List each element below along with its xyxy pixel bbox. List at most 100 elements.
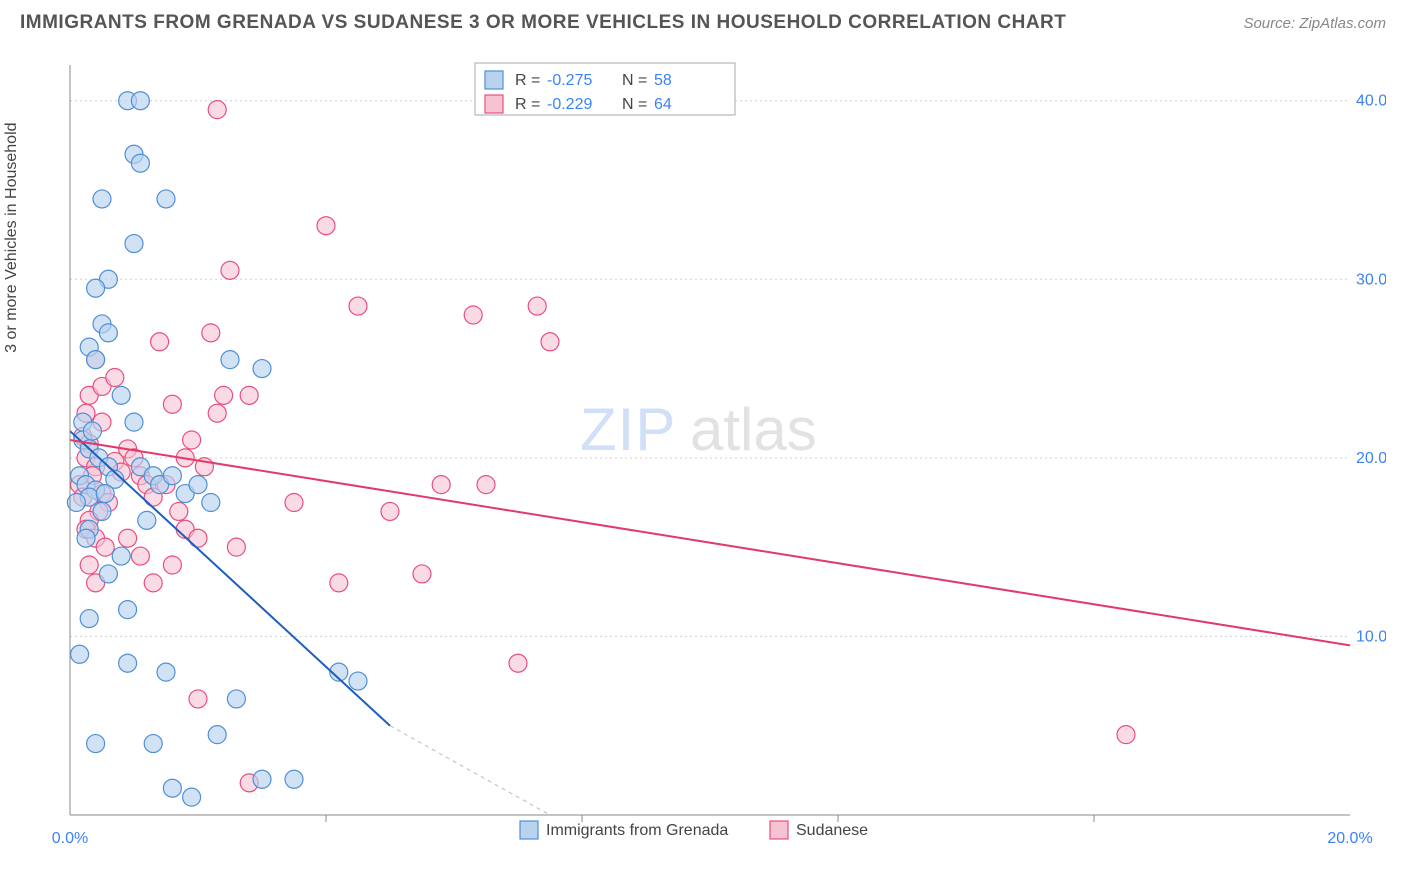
series-b-point xyxy=(119,529,137,547)
series-a-point xyxy=(131,154,149,172)
legend-r-value: -0.229 xyxy=(547,96,592,113)
x-tick-label: 0.0% xyxy=(52,830,88,847)
series-b-point xyxy=(189,529,207,547)
series-a-point xyxy=(93,190,111,208)
series-b-point xyxy=(189,690,207,708)
legend-n-value: 58 xyxy=(654,72,672,89)
legend-r-label: R = xyxy=(515,96,540,113)
trend-line-b xyxy=(70,440,1350,645)
chart-header: IMMIGRANTS FROM GRENADA VS SUDANESE 3 OR… xyxy=(0,0,1406,42)
series-b-point xyxy=(80,556,98,574)
series-b-point xyxy=(221,261,239,279)
series-b-point xyxy=(381,502,399,520)
series-a-point xyxy=(221,351,239,369)
series-b-point xyxy=(1117,726,1135,744)
series-a-point xyxy=(125,235,143,253)
series-a-point xyxy=(285,770,303,788)
legend-n-value: 64 xyxy=(654,96,672,113)
series-b-point xyxy=(215,386,233,404)
x-tick-label: 20.0% xyxy=(1327,830,1372,847)
bottom-legend-swatch xyxy=(770,821,788,839)
legend-r-label: R = xyxy=(515,72,540,89)
y-axis-label: 3 or more Vehicles in Household xyxy=(3,122,21,352)
series-b-point xyxy=(413,565,431,583)
series-b-point xyxy=(541,333,559,351)
series-a-point xyxy=(119,654,137,672)
series-b-point xyxy=(106,369,124,387)
chart-source: Source: ZipAtlas.com xyxy=(1243,15,1386,32)
series-a-point xyxy=(87,735,105,753)
legend-r-value: -0.275 xyxy=(547,72,592,89)
series-b-point xyxy=(202,324,220,342)
series-a-point xyxy=(163,467,181,485)
legend-swatch xyxy=(485,95,503,113)
series-b-point xyxy=(509,654,527,672)
series-b-point xyxy=(240,386,258,404)
y-tick-label: 30.0% xyxy=(1356,271,1386,288)
series-b-point xyxy=(151,333,169,351)
legend-swatch xyxy=(485,71,503,89)
series-a-point xyxy=(131,92,149,110)
series-a-point xyxy=(80,610,98,628)
series-b-point xyxy=(317,217,335,235)
series-b-point xyxy=(144,574,162,592)
series-b-point xyxy=(528,297,546,315)
series-a-point xyxy=(87,279,105,297)
series-a-point xyxy=(253,360,271,378)
bottom-legend-swatch xyxy=(520,821,538,839)
series-b-point xyxy=(96,538,114,556)
series-a-point xyxy=(208,726,226,744)
series-b-point xyxy=(183,431,201,449)
series-a-point xyxy=(144,735,162,753)
series-a-point xyxy=(96,485,114,503)
series-b-point xyxy=(170,502,188,520)
series-b-point xyxy=(163,395,181,413)
series-a-point xyxy=(253,770,271,788)
series-a-point xyxy=(112,386,130,404)
series-a-point xyxy=(138,511,156,529)
bottom-legend-label: Sudanese xyxy=(796,822,868,839)
series-a-point xyxy=(87,351,105,369)
chart-container: 3 or more Vehicles in Household 10.0%20.… xyxy=(20,45,1386,872)
series-b-point xyxy=(432,476,450,494)
series-b-point xyxy=(131,547,149,565)
series-a-point xyxy=(202,494,220,512)
series-a-point xyxy=(157,663,175,681)
series-b-point xyxy=(208,404,226,422)
series-a-point xyxy=(83,422,101,440)
series-b-point xyxy=(464,306,482,324)
series-b-point xyxy=(330,574,348,592)
series-a-point xyxy=(189,476,207,494)
series-b-point xyxy=(163,556,181,574)
series-a-point xyxy=(227,690,245,708)
series-a-point xyxy=(119,601,137,619)
series-b-point xyxy=(285,494,303,512)
series-a-point xyxy=(77,529,95,547)
trend-line-a-dash xyxy=(390,726,550,815)
series-a-point xyxy=(99,565,117,583)
series-a-point xyxy=(157,190,175,208)
series-a-point xyxy=(183,788,201,806)
series-a-point xyxy=(163,779,181,797)
watermark: atlas xyxy=(690,396,817,463)
series-a-point xyxy=(99,324,117,342)
legend-n-label: N = xyxy=(622,96,647,113)
series-b-point xyxy=(208,101,226,119)
chart-title: IMMIGRANTS FROM GRENADA VS SUDANESE 3 OR… xyxy=(20,12,1066,34)
series-b-point xyxy=(349,297,367,315)
series-b-point xyxy=(227,538,245,556)
bottom-legend-label: Immigrants from Grenada xyxy=(546,822,728,839)
series-a-point xyxy=(125,413,143,431)
y-tick-label: 40.0% xyxy=(1356,93,1386,110)
stats-legend xyxy=(475,63,735,115)
series-b-point xyxy=(477,476,495,494)
series-a-point xyxy=(93,502,111,520)
scatter-chart: 10.0% 20.0% 30.0% 40.0% ZIPatlas 0.0% 20.0% R =… xyxy=(20,45,1386,872)
series-a-point xyxy=(71,645,89,663)
series-a-point xyxy=(349,672,367,690)
series-a-point xyxy=(112,547,130,565)
watermark: ZIP xyxy=(580,396,676,463)
legend-n-label: N = xyxy=(622,72,647,89)
y-tick-label: 20.0% xyxy=(1356,450,1386,467)
y-tick-label: 10.0% xyxy=(1356,628,1386,645)
